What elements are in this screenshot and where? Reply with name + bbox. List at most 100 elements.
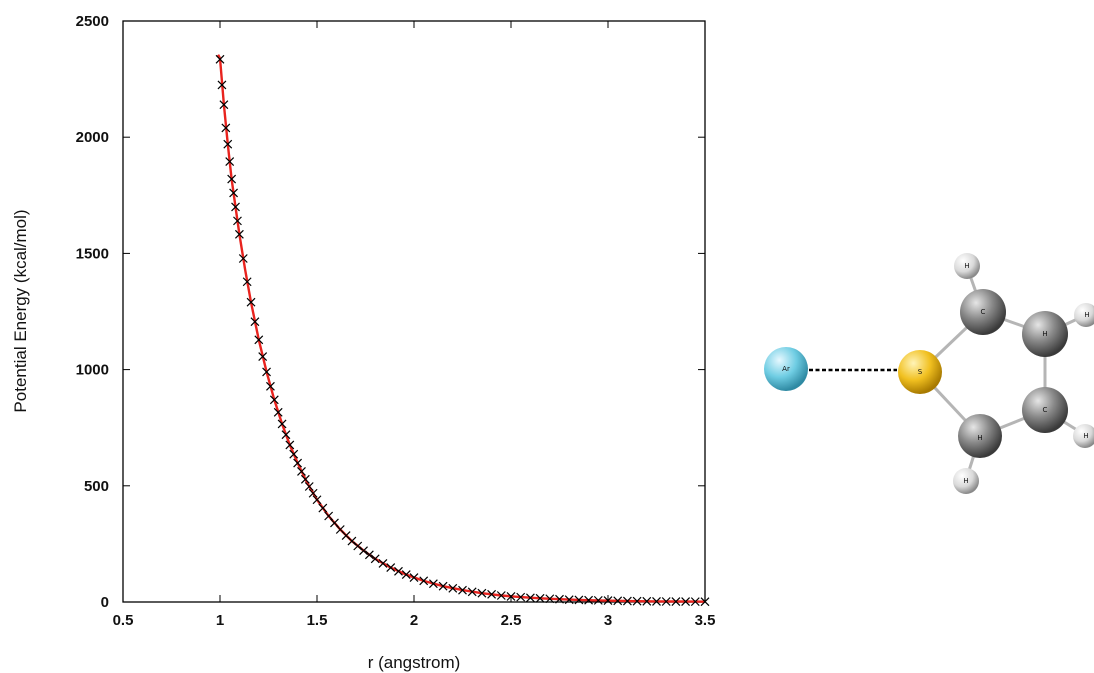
data-point (289, 449, 299, 459)
data-point (438, 581, 448, 591)
x-tick-label: 3.5 (695, 612, 716, 629)
carbon-atom (960, 289, 1006, 335)
bonds (918, 266, 1087, 481)
data-point (293, 458, 303, 468)
data-point (297, 466, 306, 476)
atom-label: H (1084, 311, 1089, 319)
y-tick-label: 2000 (76, 129, 109, 146)
data-point (227, 174, 237, 184)
data-point (238, 254, 248, 263)
data-point (233, 216, 242, 226)
atom-label: H (1042, 330, 1047, 338)
carbon-atom (958, 414, 1002, 458)
x-tick-label: 0.5 (113, 612, 134, 629)
data-point (225, 157, 235, 167)
data-point (234, 229, 244, 239)
data-point (266, 381, 275, 391)
data-point (632, 596, 642, 606)
x-tick-labels: 0.5 1 1.5 2 2.5 3 3.5 (113, 612, 716, 629)
carbon-atom (1022, 311, 1068, 357)
data-point (448, 583, 458, 593)
y-tick-labels: 0 500 1000 1500 2000 2500 (76, 13, 109, 611)
data-point (219, 100, 229, 110)
data-point (347, 536, 357, 546)
data-point (681, 597, 691, 607)
hydrogen-atom (953, 468, 979, 494)
atom-label: H (963, 477, 968, 485)
y-axis-label: Potential Energy (kcal/mol) (11, 209, 30, 412)
data-point (221, 123, 231, 133)
data-point (613, 596, 623, 606)
hydrogen-atom (1074, 303, 1094, 327)
data-point (258, 352, 268, 362)
sulfur-atom (898, 350, 942, 394)
data-point (525, 593, 535, 603)
data-point (593, 595, 603, 605)
data-point (487, 589, 497, 599)
data-point (223, 139, 233, 149)
data-point (324, 511, 334, 521)
data-point (516, 592, 526, 602)
y-tick-label: 1000 (76, 362, 109, 379)
data-point (700, 597, 710, 607)
carbon-atom (1022, 387, 1068, 433)
data-point (318, 503, 328, 513)
atom-label: H (977, 434, 982, 442)
y-tick-label: 2500 (76, 13, 109, 30)
data-point (370, 554, 380, 564)
data-point (353, 541, 363, 551)
x-tick-label: 3 (604, 612, 612, 629)
data-point (661, 597, 671, 606)
data-point (642, 596, 652, 606)
data-point (277, 419, 287, 429)
data-point (458, 585, 467, 595)
data-point (359, 546, 368, 556)
x-tick-label: 1.5 (307, 612, 328, 629)
data-point (564, 595, 574, 605)
data-point (246, 297, 256, 307)
plot-frame (122, 20, 706, 603)
x-axis-label: r (angstrom) (368, 653, 461, 672)
data-point (690, 597, 700, 607)
ar-thiophene-molecule: H H H H Ar S C H C H (764, 253, 1094, 494)
data-point (378, 558, 388, 568)
data-point (419, 576, 429, 586)
axis-ticks (122, 20, 706, 603)
data-point (477, 588, 487, 598)
x-tick-label: 2.5 (501, 612, 522, 629)
energy-chart: 0.5 1 1.5 2 2.5 3 3.5 0 500 1000 1500 2000 2500 r (… (11, 13, 715, 672)
data-point (304, 482, 314, 491)
data-point (545, 594, 555, 604)
data-point (312, 495, 322, 505)
atom-label: C (1043, 406, 1048, 414)
data-point (215, 54, 225, 64)
data-point (671, 597, 681, 606)
data-markers (215, 54, 710, 607)
data-point (231, 202, 240, 212)
hydrogen-atom (954, 253, 980, 279)
data-point (229, 188, 239, 198)
data-point (262, 367, 271, 377)
y-tick-label: 0 (101, 594, 109, 611)
data-point (652, 596, 661, 606)
data-point (394, 566, 403, 576)
data-point (584, 595, 594, 605)
atom-label: C (981, 308, 986, 316)
data-point (574, 595, 584, 605)
data-point (281, 430, 291, 440)
data-point (273, 407, 283, 417)
data-point (269, 395, 279, 405)
hydrogen-atom (1073, 424, 1094, 448)
atom-label: S (918, 368, 923, 376)
data-point (496, 591, 506, 600)
argon-atom (764, 347, 808, 391)
data-point (242, 277, 252, 287)
data-point (308, 488, 318, 498)
data-point (467, 587, 477, 597)
data-point (555, 594, 564, 604)
data-point (409, 573, 419, 583)
data-point (428, 579, 438, 589)
data-point (386, 563, 396, 573)
data-point (622, 596, 632, 606)
